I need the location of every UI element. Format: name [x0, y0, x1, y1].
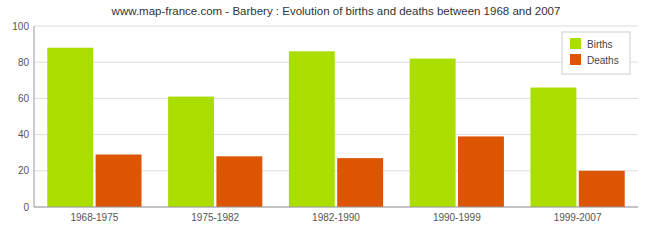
legend-swatch [570, 38, 581, 49]
grid-line [34, 207, 638, 208]
chart-svg: www.map-france.com - Barbery : Evolution… [0, 0, 650, 229]
x-tick-label: 1982-1990 [312, 212, 360, 223]
bar [168, 97, 214, 207]
legend-label: Deaths [587, 55, 619, 66]
x-tick-label: 1990-1999 [433, 212, 481, 223]
bar [96, 155, 142, 207]
x-tick-label: 1999-2007 [554, 212, 602, 223]
chart-title: www.map-france.com - Barbery : Evolution… [111, 5, 561, 17]
legend-swatch [570, 54, 581, 65]
grid-line [34, 62, 638, 63]
legend-box [562, 32, 630, 74]
x-axis-line [34, 207, 638, 208]
bar [579, 171, 625, 207]
bar [289, 51, 335, 207]
bar [47, 48, 93, 207]
y-tick-label: 0 [23, 202, 29, 213]
y-tick-label: 60 [18, 93, 30, 104]
y-axis-line [34, 26, 35, 207]
legend-label: Births [587, 39, 613, 50]
grid-line [34, 26, 638, 27]
x-tick-label: 1968-1975 [70, 212, 118, 223]
y-tick-label: 100 [12, 21, 29, 32]
bar [216, 156, 262, 207]
chart-container: www.map-france.com - Barbery : Evolution… [0, 0, 650, 229]
bar [337, 158, 383, 207]
y-tick-label: 80 [18, 57, 30, 68]
bar [410, 59, 456, 207]
grid [34, 26, 638, 207]
bars [47, 48, 624, 207]
legend: Births Deaths [562, 32, 630, 74]
y-tick-label: 20 [18, 165, 30, 176]
y-tick-label: 40 [18, 129, 30, 140]
x-tick-label: 1975-1982 [191, 212, 239, 223]
bar [458, 136, 504, 207]
bar [530, 88, 576, 207]
